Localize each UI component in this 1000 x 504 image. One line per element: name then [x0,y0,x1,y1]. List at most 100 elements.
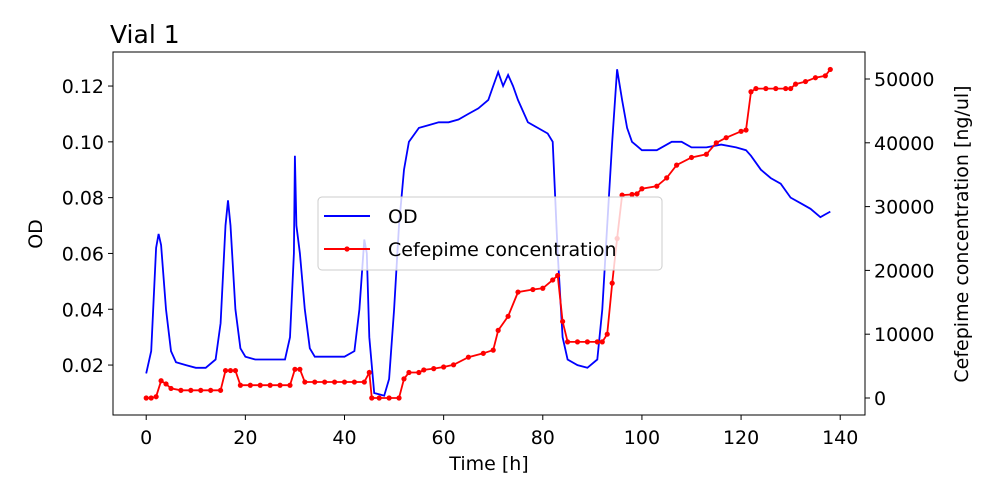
data-point [505,313,511,319]
data-point [153,394,159,400]
legend-label: OD [388,206,418,228]
data-point [148,395,154,401]
data-point [168,385,174,392]
data-point [629,191,635,198]
data-point [297,366,303,372]
data-point [416,369,422,376]
data-point [560,318,566,325]
data-point [555,272,561,279]
data-point [441,364,447,370]
data-point [257,382,263,388]
series-line [145,69,831,397]
data-point [584,339,590,345]
data-point [688,154,695,161]
x-tick-label: 100 [624,427,660,449]
data-point [515,289,521,295]
y-tick-label: 0.08 [62,188,104,210]
data-point [421,367,427,373]
data-point [743,127,749,133]
data-point [827,66,833,73]
data-point [292,366,298,372]
data-point [178,387,184,393]
data-point [431,366,437,372]
data-point [788,85,794,92]
data-point [480,350,486,356]
data-point [208,387,214,393]
data-point [386,395,392,401]
data-point [495,327,501,333]
data-point [783,85,789,92]
data-point [198,387,204,393]
data-point [247,382,253,388]
data-point [366,369,372,376]
x-tick-label: 0 [140,427,152,449]
y-tick-label: 0.06 [62,243,104,265]
y-tick-label: 0.02 [62,355,104,377]
x-tick-label: 80 [531,427,555,449]
data-point [703,151,709,157]
data-point [237,382,243,388]
data-point [792,81,799,87]
chart-title: Vial 1 [110,20,180,49]
data-point [664,175,670,181]
y2-tick-label: 40000 [874,133,934,155]
legend-box [317,196,663,271]
data-point [773,85,779,92]
data-point [188,387,194,393]
data-point [822,73,828,79]
data-point [723,135,729,141]
data-point [634,191,640,197]
data-point [465,354,472,360]
y-tick-label: 0.04 [62,299,104,321]
data-point [361,379,367,385]
y2-tick-label: 50000 [874,69,934,91]
data-point [376,395,382,401]
data-point [490,347,496,353]
data-point [277,382,283,388]
y-tick-label: 0.10 [62,132,104,154]
data-point [540,285,546,291]
data-point [158,378,164,384]
data-point [322,379,328,385]
data-point [654,183,660,189]
data-point [163,381,169,387]
legend-marker [344,246,350,252]
data-point [619,192,625,198]
data-point [763,85,769,92]
data-point [748,89,754,95]
data-point [812,75,819,81]
x-tick-label: 120 [723,427,759,449]
data-point [738,128,744,134]
data-point [302,379,308,385]
data-point [287,382,293,388]
y2-tick-label: 10000 [874,324,934,346]
legend-label: Cefepime concentration [388,239,617,261]
data-point [232,367,239,374]
data-point [639,186,645,192]
data-point [143,395,149,401]
y2-axis-label: Cefepime concentration [ng/ul] [951,85,973,382]
data-point [227,367,234,374]
x-axis-label: Time [h] [448,453,528,475]
data-point [331,379,338,385]
y-tick-label: 0.12 [62,76,104,98]
data-point [450,362,457,368]
x-tick-label: 60 [432,427,456,449]
data-point [604,331,610,337]
data-point [574,339,581,345]
data-point [802,78,809,85]
y-axis-label: OD [25,219,47,249]
data-point [369,395,375,401]
data-point [609,280,615,286]
y2-tick-label: 30000 [874,197,934,219]
data-point [267,382,273,388]
x-tick-label: 40 [332,427,356,449]
y2-tick-label: 0 [874,388,886,410]
data-point [406,369,412,376]
x-tick-label: 20 [233,427,257,449]
data-point [713,140,719,146]
x-tick-label: 140 [822,427,858,449]
data-point [599,339,605,345]
data-point [351,379,358,385]
